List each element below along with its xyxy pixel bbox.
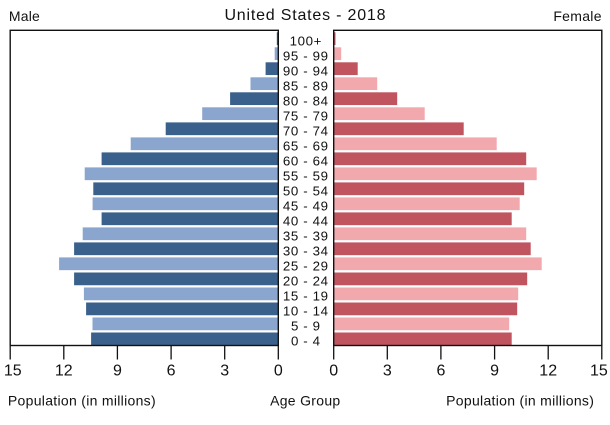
svg-text:10 - 14: 10 - 14	[283, 304, 329, 319]
svg-text:Male: Male	[9, 8, 40, 24]
svg-text:55 - 59: 55 - 59	[283, 169, 329, 184]
svg-text:3: 3	[383, 363, 392, 380]
svg-text:20 - 24: 20 - 24	[283, 274, 329, 289]
svg-text:6: 6	[436, 363, 445, 380]
svg-text:25 - 29: 25 - 29	[283, 259, 329, 274]
svg-text:40 - 44: 40 - 44	[283, 214, 329, 229]
svg-text:0 - 4: 0 - 4	[291, 334, 321, 349]
svg-text:65 - 69: 65 - 69	[283, 139, 329, 154]
svg-text:50 - 54: 50 - 54	[283, 184, 329, 199]
svg-text:95 - 99: 95 - 99	[283, 49, 329, 64]
svg-text:60 - 64: 60 - 64	[283, 154, 329, 169]
svg-text:0: 0	[329, 363, 338, 380]
svg-text:100+: 100+	[290, 34, 322, 49]
svg-text:85 - 89: 85 - 89	[283, 79, 329, 94]
svg-text:United States - 2018: United States - 2018	[224, 7, 386, 24]
svg-text:Female: Female	[553, 8, 601, 24]
svg-text:30 - 34: 30 - 34	[283, 244, 329, 259]
svg-text:6: 6	[167, 363, 176, 380]
svg-text:12: 12	[55, 363, 73, 380]
svg-text:90 - 94: 90 - 94	[283, 64, 329, 79]
svg-text:45 - 49: 45 - 49	[283, 199, 329, 214]
svg-text:15: 15	[590, 363, 608, 380]
svg-text:3: 3	[220, 363, 229, 380]
svg-text:0: 0	[274, 363, 283, 380]
svg-text:12: 12	[539, 363, 557, 380]
svg-text:Population (in millions): Population (in millions)	[8, 392, 156, 408]
svg-text:80 - 84: 80 - 84	[283, 94, 329, 109]
svg-text:5 - 9: 5 - 9	[291, 319, 321, 334]
svg-text:9: 9	[113, 363, 122, 380]
svg-text:Population (in millions): Population (in millions)	[446, 392, 594, 408]
svg-text:15: 15	[4, 363, 22, 380]
svg-text:9: 9	[490, 363, 499, 380]
svg-text:Age Group: Age Group	[270, 392, 340, 408]
svg-text:70 - 74: 70 - 74	[283, 124, 329, 139]
svg-text:35 - 39: 35 - 39	[283, 229, 329, 244]
svg-text:15 - 19: 15 - 19	[283, 289, 329, 304]
svg-text:75 - 79: 75 - 79	[283, 109, 329, 124]
